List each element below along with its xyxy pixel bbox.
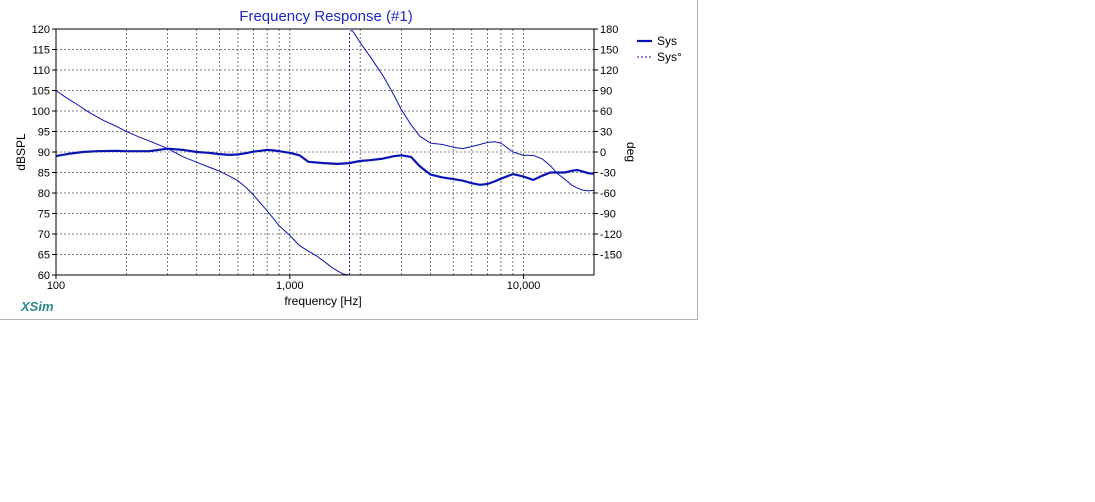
tick-label-right: 0 [600,147,606,159]
left-axis-ticks: 60 65 70 75 80 85 90 95 100 105 110 115 120 [32,24,56,282]
legend-label-sys-phase: Sys° [657,50,682,64]
chart-panel: Frequency Response (#1) 60 65 70 75 80 85 90 95… [0,0,698,320]
frequency-response-chart: Frequency Response (#1) 60 65 70 75 80 85 90 95… [14,8,682,314]
tick-label-left: 80 [38,188,50,200]
tick-label-right: 30 [600,127,612,139]
series-line-phase [351,30,595,192]
series-line-spl [55,147,595,186]
x-axis-ticks: 100 1,000 10,000 [47,275,541,292]
tick-label-x: 10,000 [507,280,541,292]
tick-label-left: 120 [32,24,50,36]
tick-label-right: 180 [600,24,618,36]
plot-frame [55,28,595,276]
tick-label-left: 90 [38,147,50,159]
legend: Sys Sys° [637,34,682,64]
legend-label-sys: Sys [657,34,677,48]
chart-title: Frequency Response (#1) [239,8,412,25]
tick-label-left: 115 [32,45,50,57]
series-layer [55,29,595,276]
grid-lines [56,29,594,275]
y-axis-label-right: deg [624,142,638,162]
tick-label-right: 150 [600,45,618,57]
tick-label-left: 60 [38,270,50,282]
tick-label-right: -30 [600,168,616,180]
tick-label-left: 110 [32,65,50,77]
series-line-phase [55,90,350,276]
tick-label-right: -90 [600,209,616,221]
tick-label-x: 100 [47,280,65,292]
tick-label-right: 90 [600,86,612,98]
tick-label-x: 1,000 [276,280,304,292]
y-axis-label-left: dBSPL [14,133,28,171]
tick-label-right: -60 [600,188,616,200]
tick-label-left: 100 [32,106,50,118]
tick-label-right: 60 [600,106,612,118]
tick-label-left: 105 [32,86,50,98]
xsim-brand-logo: XSim [20,299,54,314]
x-axis-label: frequency [Hz] [284,294,361,308]
series-line-phase [349,29,352,275]
tick-label-left: 70 [38,229,50,241]
right-axis-ticks: -150 -120 -90 -60 -30 0 30 60 90 120 150 180 [594,24,622,262]
tick-label-left: 95 [38,127,50,139]
tick-label-right: -150 [600,250,622,262]
tick-label-left: 75 [38,209,50,221]
tick-label-left: 85 [38,168,50,180]
tick-label-right: 120 [600,65,618,77]
tick-label-left: 65 [38,250,50,262]
tick-label-right: -120 [600,229,622,241]
